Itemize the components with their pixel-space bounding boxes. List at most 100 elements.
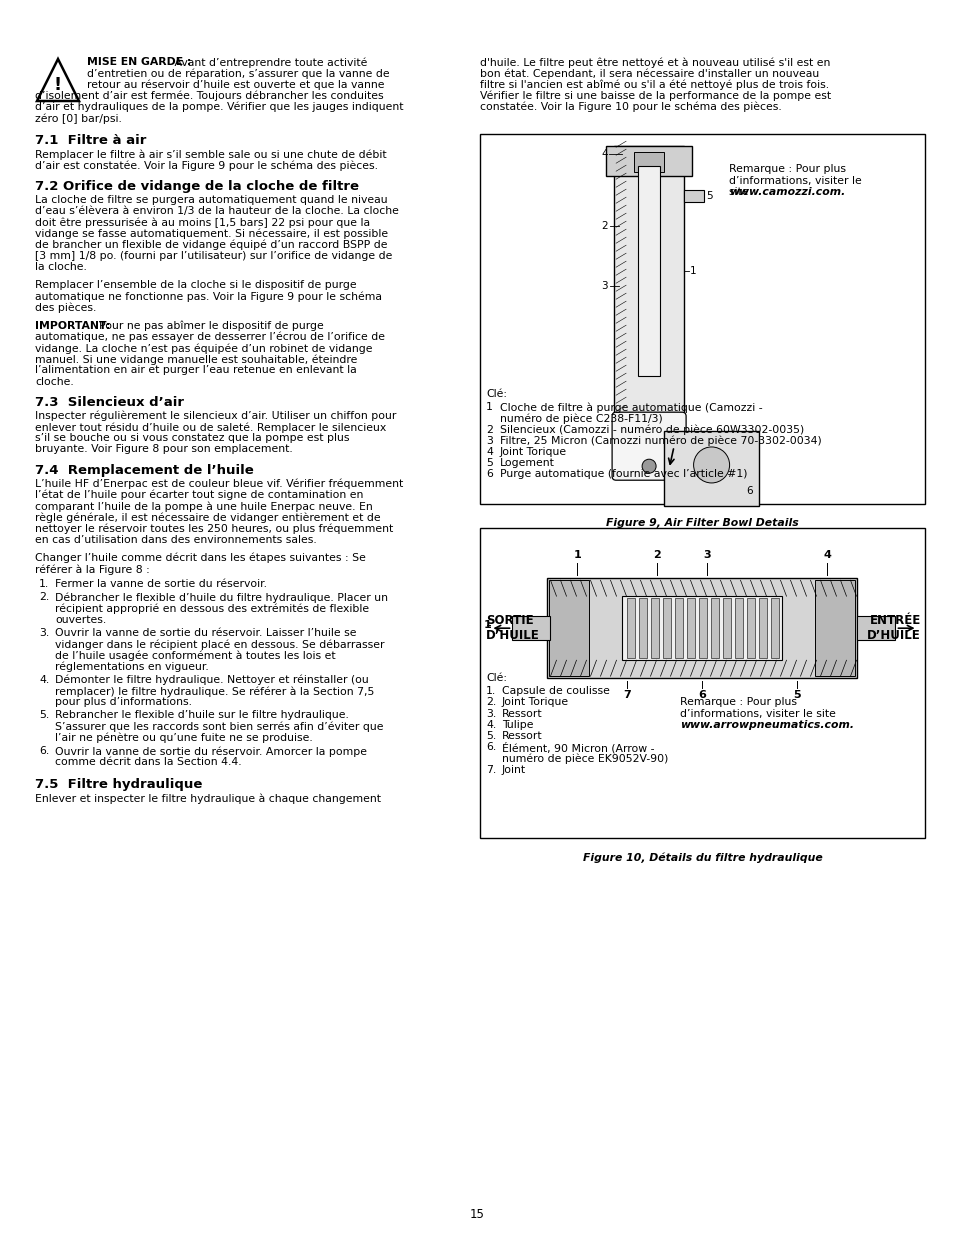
Text: 1: 1 xyxy=(573,551,580,561)
Text: SORTIE
D’HUILE: SORTIE D’HUILE xyxy=(485,614,539,642)
Text: Inspecter régulièrement le silencieux d’air. Utiliser un chiffon pour: Inspecter régulièrement le silencieux d’… xyxy=(35,411,395,421)
Text: 6: 6 xyxy=(698,690,706,700)
Text: Démonter le filtre hydraulique. Nettoyer et réinstaller (ou: Démonter le filtre hydraulique. Nettoyer… xyxy=(55,674,369,685)
Bar xyxy=(675,598,682,658)
Text: 5: 5 xyxy=(793,690,801,700)
Bar xyxy=(638,167,659,377)
Text: réglementations en vigueur.: réglementations en vigueur. xyxy=(55,662,209,672)
Bar xyxy=(722,598,731,658)
Text: Joint: Joint xyxy=(501,764,525,774)
Text: automatique ne fonctionne pas. Voir la Figure 9 pour le schéma: automatique ne fonctionne pas. Voir la F… xyxy=(35,291,381,301)
Text: référer à la Figure 8 :: référer à la Figure 8 : xyxy=(35,564,150,574)
Text: IMPORTANT:: IMPORTANT: xyxy=(35,321,111,331)
Text: bon état. Cependant, il sera nécessaire d'installer un nouveau: bon état. Cependant, il sera nécessaire … xyxy=(479,68,819,79)
Bar xyxy=(651,598,659,658)
Bar xyxy=(547,578,857,678)
Text: comme décrit dans la Section 4.4.: comme décrit dans la Section 4.4. xyxy=(55,757,241,767)
Bar xyxy=(683,190,703,203)
Text: Silencieux (Camozzi - numéro de pièce 60W3302-0035): Silencieux (Camozzi - numéro de pièce 60… xyxy=(499,425,803,435)
Text: Avant d’entreprendre toute activité: Avant d’entreprendre toute activité xyxy=(171,57,367,68)
Text: Filtre, 25 Micron (Camozzi numéro de pièce 70-3302-0034): Filtre, 25 Micron (Camozzi numéro de piè… xyxy=(499,436,821,446)
Text: vidanger dans le récipient placé en dessous. Se débarrasser: vidanger dans le récipient placé en dess… xyxy=(55,640,384,650)
Text: Ressort: Ressort xyxy=(501,709,542,719)
Bar xyxy=(771,598,779,658)
Text: 7.3  Silencieux d’air: 7.3 Silencieux d’air xyxy=(35,395,184,409)
Text: 1: 1 xyxy=(485,403,493,412)
Text: comparant l’huile de la pompe à une huile Enerpac neuve. En: comparant l’huile de la pompe à une huil… xyxy=(35,501,373,511)
Text: 2: 2 xyxy=(485,425,493,435)
Text: Ouvrir la vanne de sortie du réservoir. Laisser l’huile se: Ouvrir la vanne de sortie du réservoir. … xyxy=(55,629,356,638)
Text: 5.: 5. xyxy=(39,710,50,720)
Text: pour plus d’informations.: pour plus d’informations. xyxy=(55,698,192,708)
Text: Remarque : Pour plus
d’informations, visiter le
site: Remarque : Pour plus d’informations, vis… xyxy=(728,164,862,198)
Text: 6.: 6. xyxy=(39,746,50,756)
Bar xyxy=(479,135,924,504)
Text: doit être pressurisée à au moins [1,5 bars] 22 psi pour que la: doit être pressurisée à au moins [1,5 ba… xyxy=(35,217,370,227)
Text: 4: 4 xyxy=(822,551,831,561)
Text: Logement: Logement xyxy=(499,458,555,468)
Text: la cloche.: la cloche. xyxy=(35,262,87,272)
Text: Tulipe: Tulipe xyxy=(501,720,533,730)
Text: zéro [0] bar/psi.: zéro [0] bar/psi. xyxy=(35,112,122,124)
Text: MISE EN GARDE :: MISE EN GARDE : xyxy=(87,57,192,67)
Text: l’alimentation en air et purger l’eau retenue en enlevant la: l’alimentation en air et purger l’eau re… xyxy=(35,366,356,375)
Text: remplacer) le filtre hydraulique. Se référer à la Section 7,5: remplacer) le filtre hydraulique. Se réf… xyxy=(55,685,374,697)
Text: Rebrancher le flexible d’huile sur le filtre hydraulique.: Rebrancher le flexible d’huile sur le fi… xyxy=(55,710,349,720)
Text: de brancher un flexible de vidange équipé d’un raccord BSPP de: de brancher un flexible de vidange équip… xyxy=(35,240,387,249)
Bar xyxy=(699,598,707,658)
Text: numéro de pièce EK9052V-90): numéro de pièce EK9052V-90) xyxy=(501,753,668,764)
Text: 6: 6 xyxy=(745,487,752,496)
Text: nettoyer le réservoir toutes les 250 heures, ou plus fréquemment: nettoyer le réservoir toutes les 250 heu… xyxy=(35,524,393,534)
Text: Vérifier le filtre si une baisse de la performance de la pompe est: Vérifier le filtre si une baisse de la p… xyxy=(479,90,830,101)
Bar xyxy=(747,598,755,658)
Text: numéro de pièce C238-F11/3): numéro de pièce C238-F11/3) xyxy=(499,414,662,424)
Text: d’air est constatée. Voir la Figure 9 pour le schéma des pièces.: d’air est constatée. Voir la Figure 9 po… xyxy=(35,161,377,170)
Text: manuel. Si une vidange manuelle est souhaitable, éteindre: manuel. Si une vidange manuelle est souh… xyxy=(35,354,357,364)
Bar xyxy=(627,598,635,658)
Text: récipient approprié en dessous des extrémités de flexible: récipient approprié en dessous des extré… xyxy=(55,604,369,614)
Bar xyxy=(759,598,767,658)
Text: cloche.: cloche. xyxy=(35,377,73,387)
Text: 3: 3 xyxy=(485,436,493,446)
Text: enlever tout résidu d’huile ou de saleté. Remplacer le silencieux: enlever tout résidu d’huile ou de saleté… xyxy=(35,422,386,432)
Bar xyxy=(687,598,695,658)
Text: Ouvrir la vanne de sortie du réservoir. Amorcer la pompe: Ouvrir la vanne de sortie du réservoir. … xyxy=(55,746,367,757)
Bar xyxy=(512,616,550,640)
Text: de l’huile usagée conformément à toutes les lois et: de l’huile usagée conformément à toutes … xyxy=(55,651,335,661)
Text: 4.: 4. xyxy=(39,674,50,684)
Circle shape xyxy=(693,447,729,483)
Text: d’entretien ou de réparation, s’assurer que la vanne de: d’entretien ou de réparation, s’assurer … xyxy=(87,68,389,79)
Text: Remarque : Pour plus
d’informations, visiter le site: Remarque : Pour plus d’informations, vis… xyxy=(679,698,835,731)
Text: règle générale, il est nécessaire de vidanger entièrement et de: règle générale, il est nécessaire de vid… xyxy=(35,513,380,522)
Text: 1.: 1. xyxy=(485,687,496,697)
Text: 1.: 1. xyxy=(39,579,50,589)
Text: vidange. La cloche n’est pas équipée d’un robinet de vidange: vidange. La cloche n’est pas équipée d’u… xyxy=(35,343,372,353)
Text: Remplacer l’ensemble de la cloche si le dispositif de purge: Remplacer l’ensemble de la cloche si le … xyxy=(35,280,356,290)
Text: Élément, 90 Micron (Arrow -: Élément, 90 Micron (Arrow - xyxy=(501,742,654,753)
Text: !: ! xyxy=(54,77,62,94)
Bar xyxy=(711,598,719,658)
Bar xyxy=(639,598,647,658)
Text: des pièces.: des pièces. xyxy=(35,303,96,312)
Text: 2.: 2. xyxy=(485,698,496,708)
Text: vidange se fasse automatiquement. Si nécessaire, il est possible: vidange se fasse automatiquement. Si néc… xyxy=(35,228,388,238)
Bar xyxy=(622,597,781,661)
Text: Joint Torique: Joint Torique xyxy=(499,447,566,457)
Bar xyxy=(614,146,683,416)
Text: 6: 6 xyxy=(485,469,493,479)
Text: automatique, ne pas essayer de desserrer l’écrou de l’orifice de: automatique, ne pas essayer de desserrer… xyxy=(35,332,385,342)
Text: Enlever et inspecter le filtre hydraulique à chaque changement: Enlever et inspecter le filtre hydrauliq… xyxy=(35,793,380,804)
Text: 5: 5 xyxy=(485,458,493,468)
Text: 3.: 3. xyxy=(485,709,496,719)
Text: www.arrowpneumatics.com.: www.arrowpneumatics.com. xyxy=(679,720,853,730)
Bar xyxy=(815,580,855,677)
Text: Clé:: Clé: xyxy=(485,673,506,683)
Text: 2: 2 xyxy=(653,551,660,561)
Text: 4: 4 xyxy=(485,447,493,457)
Text: 4: 4 xyxy=(600,149,607,159)
Text: l’air ne pénètre ou qu’une fuite ne se produise.: l’air ne pénètre ou qu’une fuite ne se p… xyxy=(55,732,313,743)
Text: 15: 15 xyxy=(469,1208,484,1221)
Text: 1: 1 xyxy=(689,267,696,277)
Text: constatée. Voir la Figure 10 pour le schéma des pièces.: constatée. Voir la Figure 10 pour le sch… xyxy=(479,101,781,112)
Text: 7.1  Filtre à air: 7.1 Filtre à air xyxy=(35,135,146,147)
